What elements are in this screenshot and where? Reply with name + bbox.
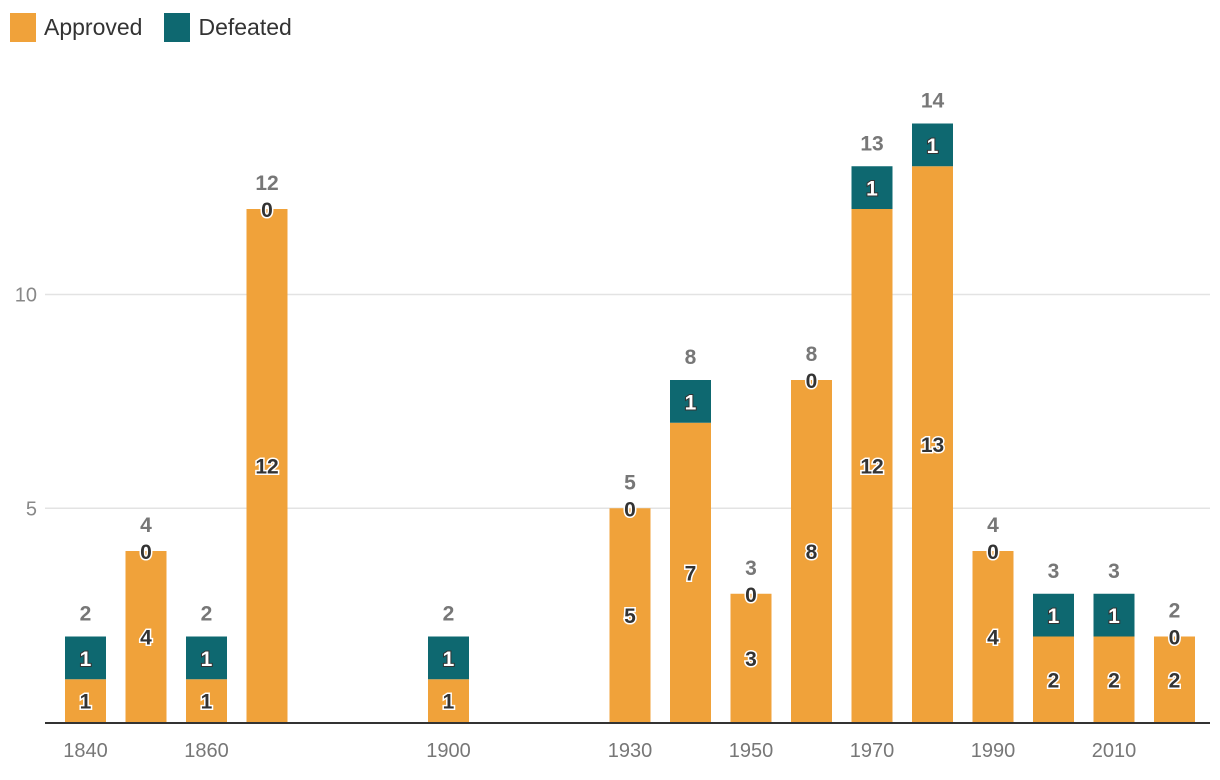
bar-approved-2010: [1093, 636, 1135, 722]
label-total-1980: 14: [921, 90, 945, 113]
label-total-1860: 2: [201, 603, 213, 626]
label-defeated-1860: 1: [201, 648, 213, 671]
label-approved-1860: 1: [201, 691, 213, 714]
label-defeated-1840: 1: [80, 648, 92, 671]
bar-approved-1970: [851, 209, 893, 722]
label-approved-1960: 8: [806, 541, 818, 564]
label-approved-1930: 5: [624, 605, 636, 628]
label-approved-1900: 1: [443, 691, 455, 714]
bar-defeated-1900: [428, 636, 469, 680]
y-tick-label-5: 5: [26, 498, 37, 520]
x-tick-label-1950: 1950: [729, 740, 774, 762]
label-total-1930: 5: [624, 471, 636, 494]
bar-defeated-1840: [65, 636, 106, 680]
bar-approved-2000: [1033, 636, 1074, 722]
legend-label-defeated: Defeated: [198, 14, 292, 40]
label-approved-2020: 2: [1169, 669, 1181, 692]
label-defeated-1930: 0: [624, 498, 636, 521]
bar-defeated-1970: [851, 166, 893, 209]
label-approved-1870: 12: [255, 456, 278, 479]
x-tick-label-1970: 1970: [850, 740, 895, 762]
label-defeated-1850: 0: [140, 541, 152, 564]
x-tick-label-1860: 1860: [184, 740, 229, 762]
bar-defeated-2000: [1033, 593, 1074, 637]
bar-approved-1990: [972, 551, 1014, 722]
bar-defeated-2010: [1093, 593, 1135, 637]
labels: 1840112404186011212012190011219305057181…: [63, 90, 1182, 763]
bar-approved-1950: [730, 593, 772, 722]
label-approved-1980: 13: [921, 434, 944, 457]
label-approved-2010: 2: [1108, 669, 1120, 692]
legend-item-approved: Approved: [10, 13, 142, 42]
x-tick-label-1930: 1930: [608, 740, 653, 762]
x-tick-label-1990: 1990: [971, 740, 1016, 762]
label-defeated-1970: 1: [866, 178, 878, 201]
bar-approved-1960: [791, 380, 832, 722]
label-defeated-1990: 0: [987, 541, 999, 564]
label-approved-1950: 3: [745, 648, 757, 671]
label-total-2020: 2: [1169, 600, 1181, 623]
x-tick-label-1840: 1840: [63, 740, 108, 762]
bar-defeated-1940: [670, 380, 711, 423]
legend-swatch-approved: [10, 13, 36, 42]
bars: [65, 123, 1195, 722]
label-total-1940: 8: [685, 346, 697, 369]
label-total-1840: 2: [80, 603, 92, 626]
bar-approved-1980: [912, 166, 953, 722]
label-total-2000: 3: [1048, 560, 1060, 583]
bar-approved-1840: [65, 679, 106, 722]
label-defeated-1870: 0: [261, 199, 273, 222]
label-total-1870: 12: [255, 172, 278, 195]
bar-defeated-1980: [912, 123, 953, 167]
label-total-1850: 4: [140, 514, 152, 537]
x-tick-label-2010: 2010: [1092, 740, 1137, 762]
label-total-1900: 2: [443, 603, 455, 626]
bar-approved-1850: [125, 551, 167, 722]
label-defeated-2010: 1: [1108, 605, 1120, 628]
label-defeated-2000: 1: [1048, 605, 1060, 628]
x-tick-label-1900: 1900: [426, 740, 471, 762]
label-total-1970: 13: [860, 132, 883, 155]
legend-label-approved: Approved: [44, 14, 143, 40]
legend: Approved Defeated: [10, 13, 314, 42]
label-defeated-1960: 0: [806, 370, 818, 393]
label-defeated-1950: 0: [745, 584, 757, 607]
bar-defeated-1860: [186, 636, 227, 680]
label-total-1960: 8: [806, 343, 818, 366]
label-defeated-1980: 1: [927, 135, 939, 158]
bar-approved-1940: [670, 422, 711, 722]
label-approved-2000: 2: [1048, 669, 1060, 692]
label-approved-1990: 4: [987, 627, 999, 650]
label-defeated-1940: 1: [685, 391, 697, 414]
bar-approved-1860: [186, 679, 227, 722]
label-approved-1970: 12: [860, 456, 883, 479]
label-total-1990: 4: [987, 514, 999, 537]
label-approved-1940: 7: [685, 562, 697, 585]
bar-approved-1930: [609, 508, 651, 722]
label-total-2010: 3: [1108, 560, 1120, 583]
bar-approved-2020: [1154, 636, 1195, 722]
legend-item-defeated: Defeated: [164, 13, 292, 42]
legend-swatch-defeated: [164, 13, 191, 42]
y-tick-label-10: 10: [15, 285, 37, 307]
label-approved-1840: 1: [80, 691, 92, 714]
bar-approved-1870: [246, 209, 288, 722]
label-approved-1850: 4: [140, 627, 152, 650]
bar-approved-1900: [428, 679, 469, 722]
label-total-1950: 3: [745, 557, 757, 580]
label-defeated-2020: 0: [1169, 627, 1181, 650]
label-defeated-1900: 1: [443, 648, 455, 671]
